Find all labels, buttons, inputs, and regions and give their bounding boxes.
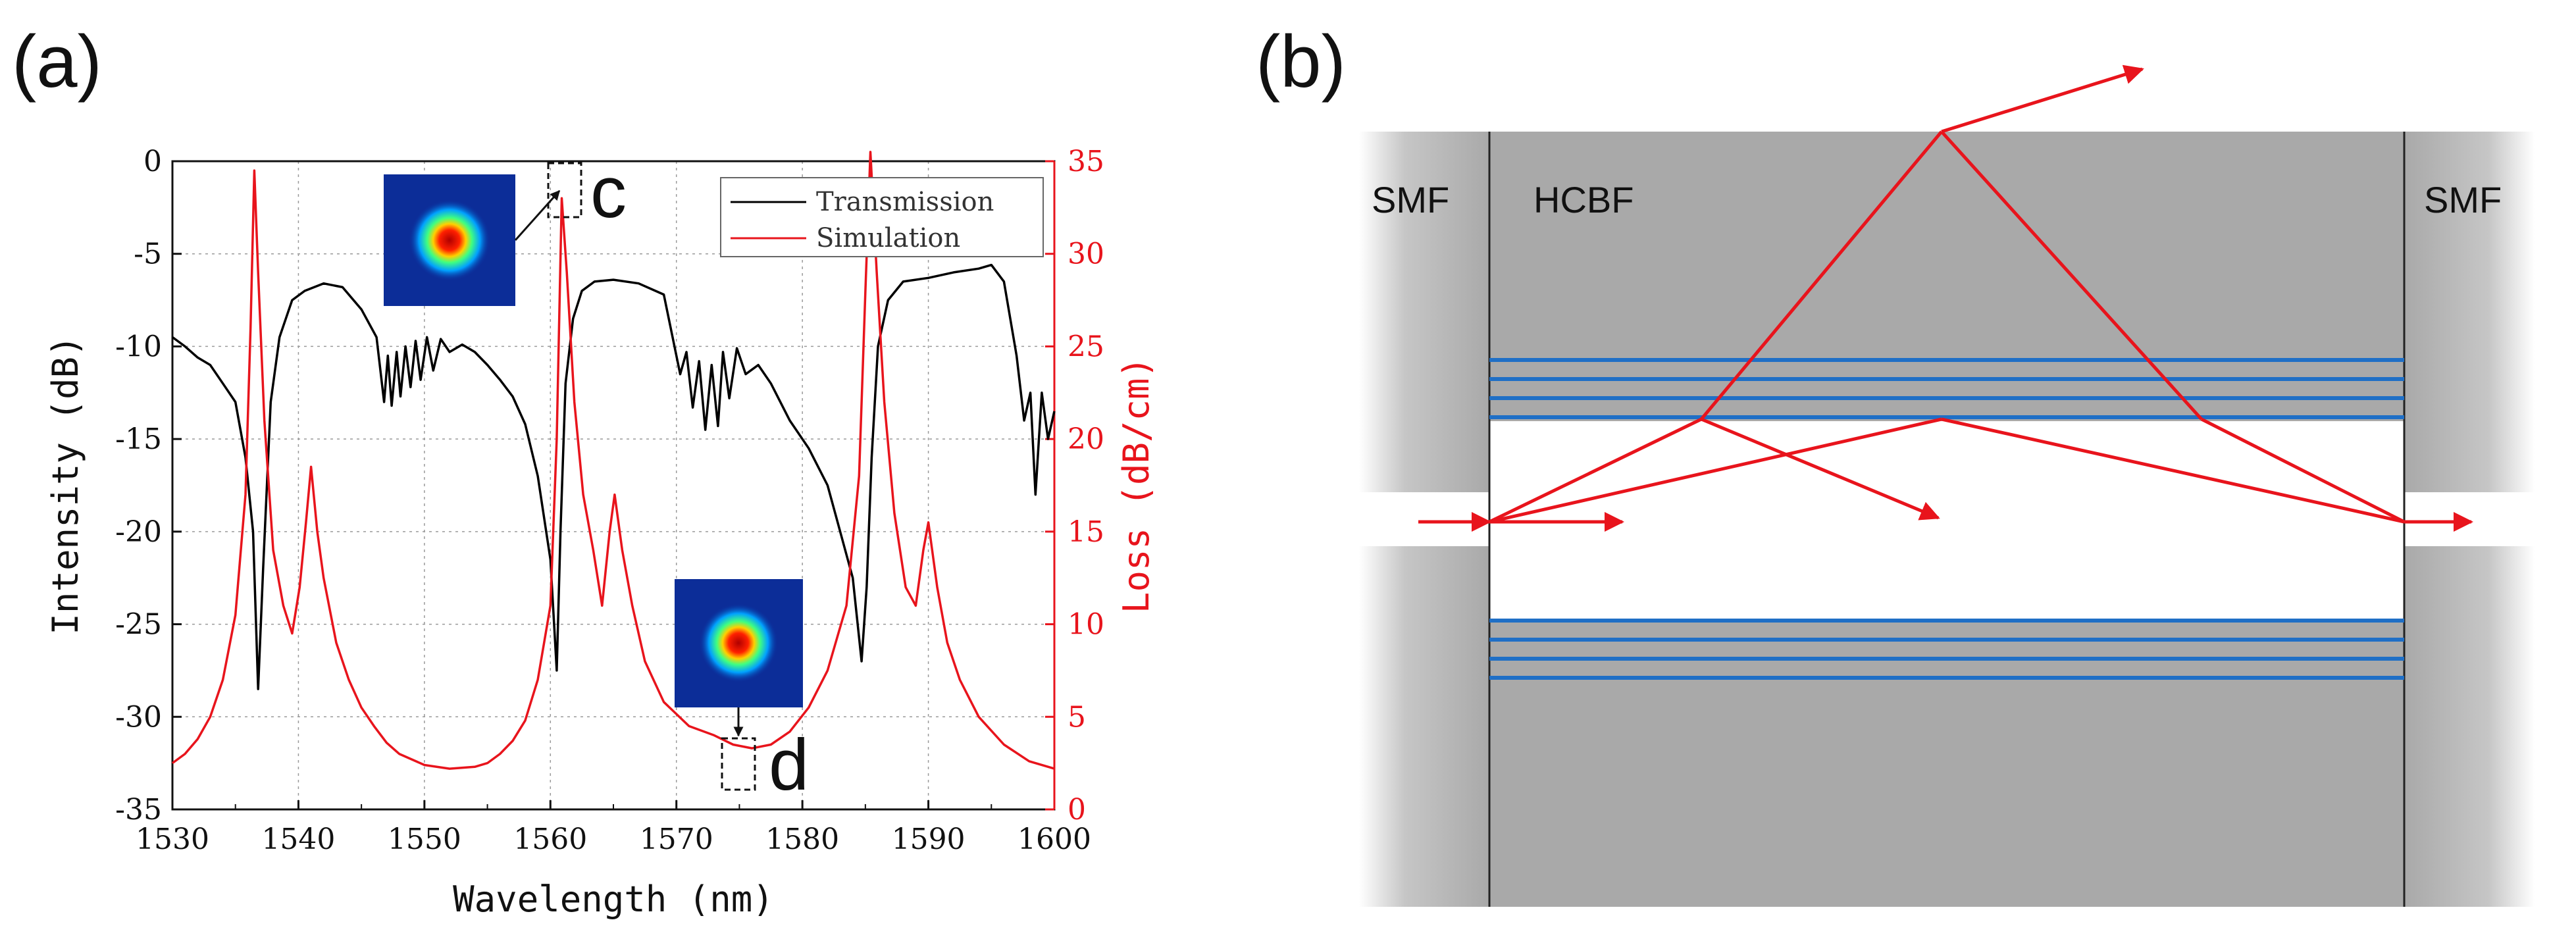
ray-escape — [1941, 64, 2144, 134]
light-rays — [1418, 64, 2473, 532]
y-tick-label: -5 — [134, 238, 162, 271]
x-tick-label: 1600 — [1018, 823, 1091, 856]
hcbf-label: HCBF — [1533, 179, 1634, 220]
series-line-transmission — [171, 263, 1056, 690]
inset-c-tag: c — [590, 152, 627, 233]
ray-reflect-cladding — [1940, 130, 2203, 421]
y-tick-label: -15 — [115, 422, 162, 456]
fiber-schematic: SMF HCBF SMF — [1359, 64, 2535, 907]
ray-leak-up — [1700, 130, 1943, 421]
legend-label-transmission: Transmission — [816, 187, 994, 217]
y-tick-label: -10 — [115, 330, 162, 363]
y-tick-label: -25 — [115, 608, 162, 642]
legend-label-simulation: Simulation — [816, 223, 960, 253]
smf-right-cladding-bottom — [2404, 546, 2535, 907]
bragg-layers-bottom — [1489, 619, 2404, 680]
panel-b-label: (b) — [1256, 20, 1346, 103]
series-line-simulation — [171, 151, 1055, 770]
legend-box — [720, 177, 1044, 257]
y-tick-label: -30 — [115, 700, 162, 734]
ray-to-output-2 — [1941, 417, 2405, 524]
y-tick-label: -35 — [115, 793, 162, 827]
y2-tick-label: 35 — [1068, 145, 1104, 178]
x-tick-label: 1570 — [640, 823, 713, 856]
x-tick-label: 1540 — [261, 823, 335, 856]
inset-c-pointer — [514, 190, 561, 241]
y-tick-label: -20 — [115, 515, 162, 549]
y-axis-right: 35 30 25 20 15 10 5 0 — [1045, 145, 1104, 827]
y2-tick-label: 15 — [1068, 515, 1104, 549]
y2-tick-label: 20 — [1068, 422, 1104, 456]
x-tick-label: 1580 — [765, 823, 839, 856]
grid — [172, 161, 1055, 810]
y2-tick-label: 30 — [1068, 238, 1104, 271]
x-axis: 1530 1540 1550 1560 1570 1580 1590 1600 — [136, 800, 1091, 856]
smf-left-cladding-bottom — [1359, 546, 1489, 907]
y2-axis-title: Loss (dB/cm) — [1116, 357, 1157, 613]
y2-tick-label: 0 — [1068, 793, 1086, 827]
hcbf-cladding-bottom — [1489, 619, 2404, 907]
inset-mode-c: c — [384, 152, 627, 306]
mode-profile-d — [699, 603, 778, 682]
y2-tick-label: 25 — [1068, 330, 1104, 363]
chart-a: 1530 1540 1550 1560 1570 1580 1590 1600 0-5-10-… — [45, 145, 1157, 920]
inset-d-marker-box — [721, 737, 756, 791]
bragg-layers-top — [1489, 358, 2404, 419]
plot-frame — [171, 160, 1056, 811]
ray-to-bragg-1 — [1488, 417, 1703, 524]
smf-right-cladding-top — [2404, 132, 2535, 492]
y-tick-label: 0 — [143, 145, 162, 178]
inset-c-marker-box — [547, 162, 582, 218]
y2-tick-label: 5 — [1068, 700, 1086, 734]
inset-d-tag: d — [769, 725, 809, 805]
mode-profile-c — [409, 199, 490, 281]
x-tick-label: 1530 — [136, 823, 209, 856]
y-axis-left: 0 -5 -10 -15 -20 -25 -30 -35 — [115, 145, 182, 827]
ray-to-output-1 — [2200, 417, 2406, 524]
y-axis-title: Intensity (dB) — [45, 335, 86, 634]
x-tick-label: 1590 — [892, 823, 966, 856]
series-group — [171, 151, 1056, 770]
x-axis-title: Wavelength (nm) — [453, 879, 774, 920]
smf-right-label: SMF — [2424, 179, 2502, 220]
hcbf-cladding-top — [1489, 132, 2404, 421]
x-tick-label: 1550 — [388, 823, 461, 856]
inset-mode-d: d — [675, 579, 809, 805]
smf-left-cladding-top — [1359, 132, 1489, 492]
y2-tick-label: 10 — [1068, 608, 1104, 642]
ray-to-bragg-2 — [1489, 417, 1942, 524]
x-tick-label: 1560 — [513, 823, 587, 856]
legend: Transmission Simulation — [720, 177, 1044, 257]
panel-a-label: (a) — [12, 20, 102, 103]
smf-left-label: SMF — [1372, 179, 1449, 220]
ray-reflect-down-1 — [1701, 417, 1940, 521]
